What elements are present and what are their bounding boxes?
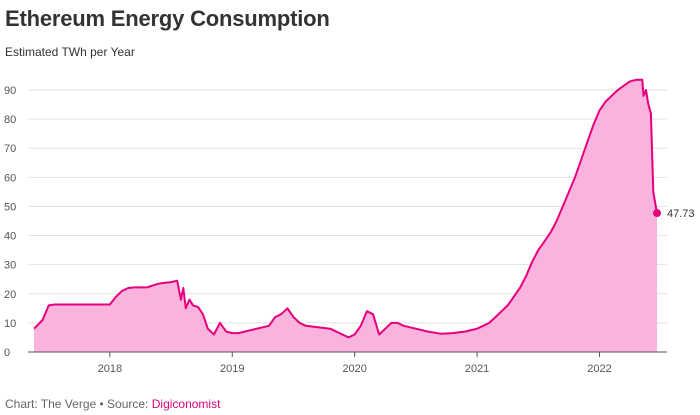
chart-subtitle: Estimated TWh per Year xyxy=(5,45,135,59)
y-tick-label: 40 xyxy=(4,231,16,243)
y-tick-label: 90 xyxy=(4,85,16,97)
axis-layer xyxy=(28,351,667,357)
end-value-label: 47.73 xyxy=(667,208,695,220)
series-line xyxy=(33,78,658,339)
area-fill-layer xyxy=(33,78,658,353)
y-tick-label: 50 xyxy=(4,201,16,213)
chart-title: Ethereum Energy Consumption xyxy=(5,6,330,31)
x-tick-label: 2020 xyxy=(342,363,366,375)
y-tick-label: 60 xyxy=(4,172,16,184)
y-tick-label: 0 xyxy=(4,347,10,359)
y-tick-label: 30 xyxy=(4,260,16,272)
chart-footer: Chart: The Verge • Source: Digiconomist xyxy=(5,397,220,411)
area-fill xyxy=(34,79,657,353)
x-tick-label: 2022 xyxy=(587,363,611,375)
footer-credit: Chart: The Verge • Source: xyxy=(5,397,152,411)
end-marker-layer: 47.73 xyxy=(653,208,695,220)
x-tick-label: 2018 xyxy=(98,363,122,375)
x-tick-label: 2021 xyxy=(465,363,489,375)
x-tick-label: 2019 xyxy=(220,363,244,375)
y-tick-label: 20 xyxy=(4,289,16,301)
y-tick-label: 10 xyxy=(4,318,16,330)
y-tick-label: 80 xyxy=(4,114,16,126)
tick-label-layer: 0 10 20 30 40 50 60 70 80 90 2018 2019 2020 2021 2022 xyxy=(4,85,612,375)
source-link[interactable]: Digiconomist xyxy=(151,397,221,411)
end-point-marker xyxy=(653,209,661,218)
y-tick-label: 70 xyxy=(4,143,16,155)
